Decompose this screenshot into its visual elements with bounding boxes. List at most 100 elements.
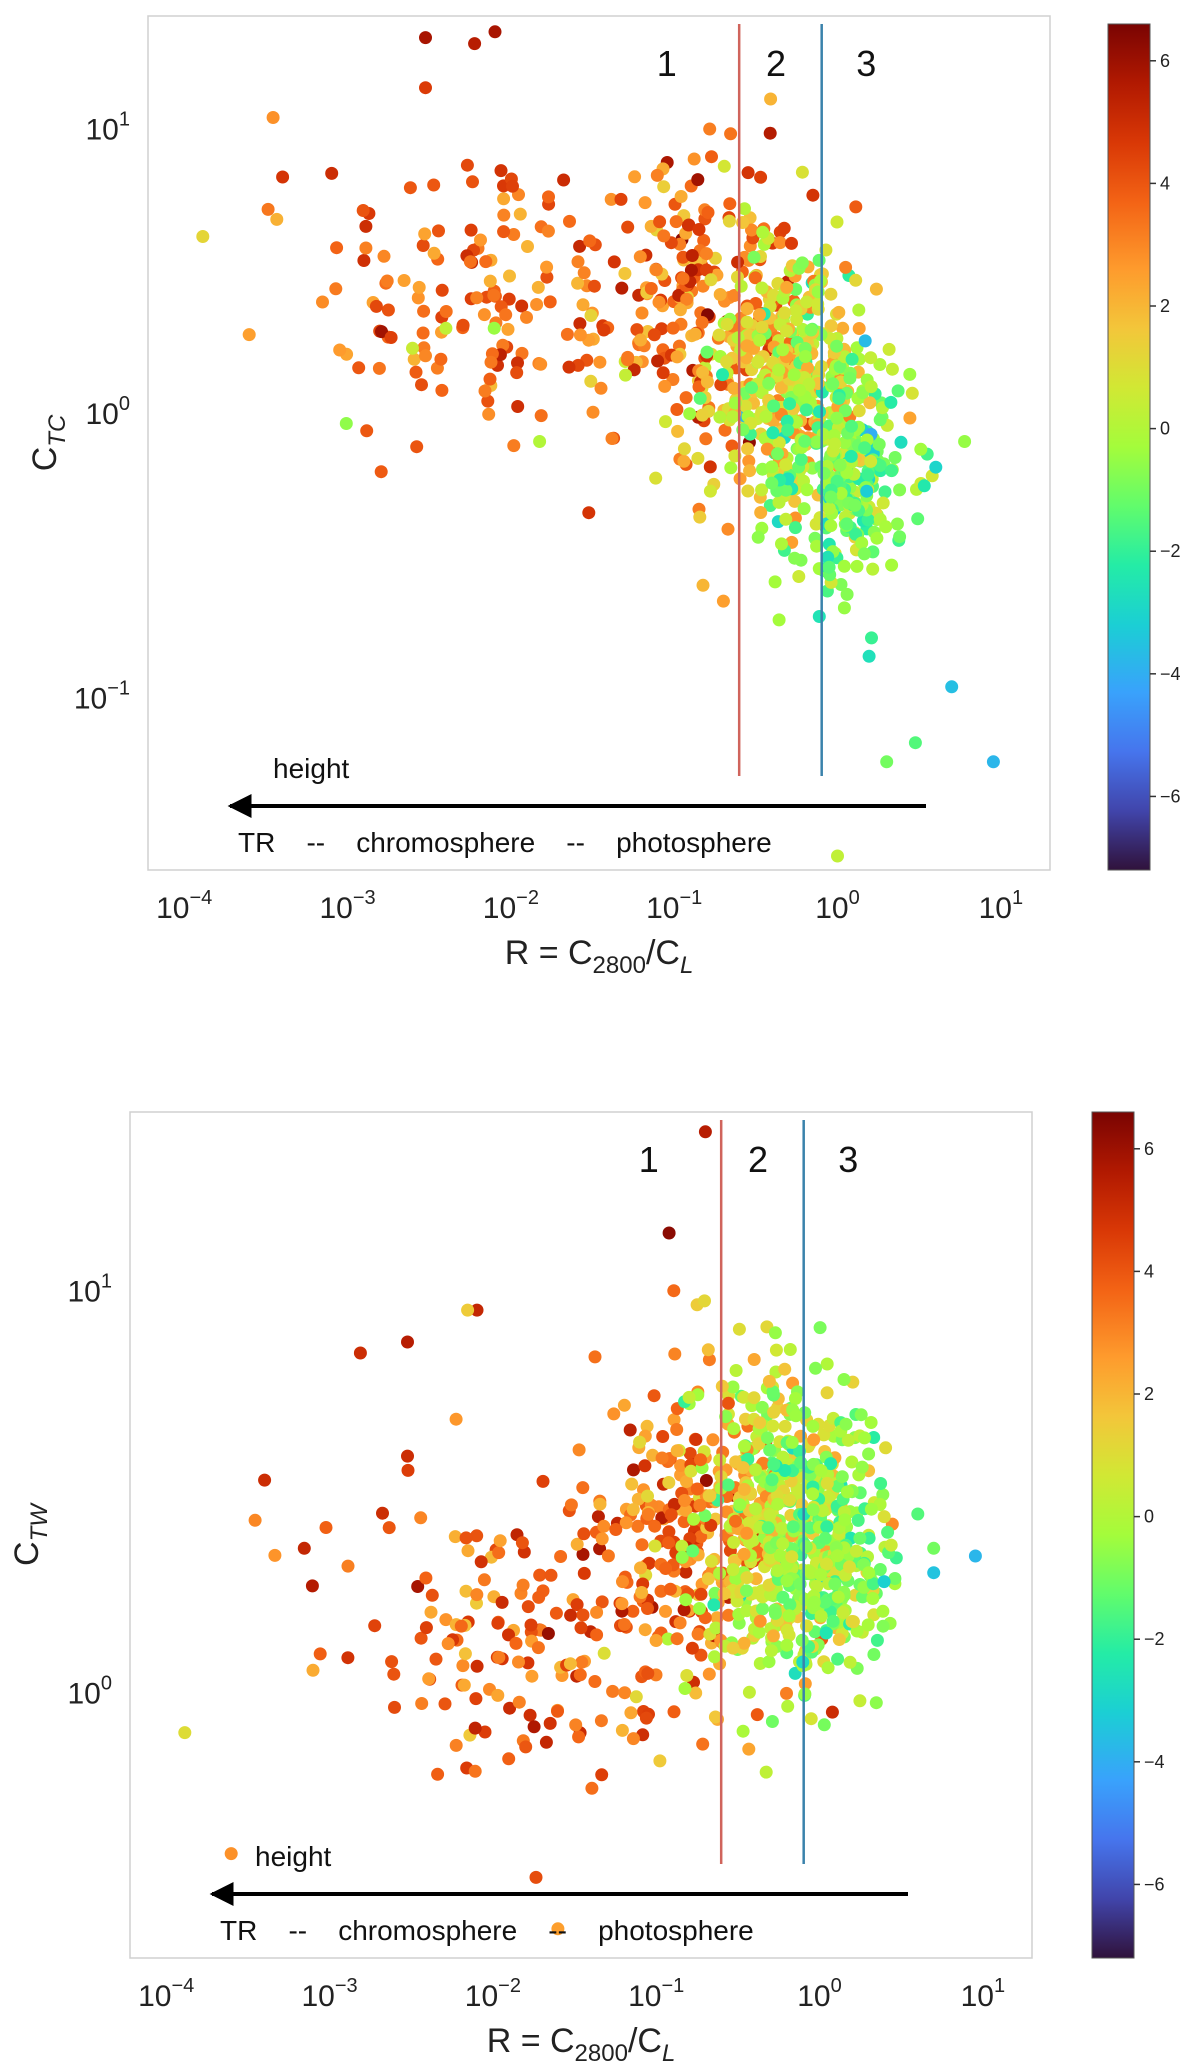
scatter-point (695, 316, 709, 329)
scatter-point (653, 1754, 667, 1768)
scatter-point (541, 224, 555, 238)
scatter-point (679, 1565, 693, 1579)
scatter-point (813, 1321, 827, 1335)
scatter-point (634, 333, 647, 347)
y-tick-label: 101 (68, 1271, 113, 1309)
scatter-point (563, 1657, 577, 1671)
scatter-point (888, 1572, 902, 1585)
scatter-point (492, 1650, 506, 1664)
scatter-point (840, 587, 854, 601)
scatter-point (178, 1726, 192, 1740)
scatter-point (597, 323, 611, 337)
scatter-point (648, 1519, 662, 1533)
scatter-point (840, 1485, 854, 1499)
scatter-point (494, 164, 508, 178)
scatter-point (693, 1498, 707, 1512)
scatter-point (804, 1712, 818, 1726)
scatter-point (771, 447, 784, 461)
scatter-point (762, 1578, 776, 1592)
scatter-point (468, 37, 482, 51)
scatter-point (617, 1398, 631, 1412)
scatter-point (491, 1688, 505, 1702)
scatter-point (594, 1714, 608, 1728)
scatter-point (360, 424, 374, 438)
scatter-point (415, 378, 428, 392)
scatter-point (839, 1417, 853, 1431)
scatter-point (894, 435, 908, 449)
scatter-point (691, 451, 705, 465)
scatter-point (958, 435, 972, 448)
scatter-point (638, 1459, 652, 1473)
scatter-point (341, 1559, 355, 1573)
scatter-point (771, 1497, 785, 1511)
scatter-point (882, 342, 896, 356)
scatter-point (533, 435, 547, 448)
scatter-point (456, 318, 470, 332)
scatter-point (459, 1584, 473, 1598)
scatter-point (832, 305, 846, 319)
scatter-point (670, 403, 684, 416)
scatter-point (908, 736, 922, 750)
scatter-point (927, 1541, 941, 1555)
scatter-point (717, 1587, 731, 1601)
colorbar-tick-label: 4 (1144, 1261, 1154, 1281)
colorbar-tick-label: −2 (1160, 541, 1181, 561)
scatter-point (483, 274, 497, 288)
scatter-point (870, 531, 884, 545)
scatter-point (747, 1391, 761, 1405)
scatter-point (742, 454, 756, 468)
scatter-point (749, 1502, 762, 1516)
scatter-point (879, 1441, 893, 1455)
scatter-point (911, 512, 925, 526)
scatter-point (853, 1531, 867, 1545)
scatter-point (826, 377, 840, 391)
scatter-point (804, 1566, 818, 1580)
scatter-point (329, 282, 343, 296)
scatter-point (707, 1598, 721, 1612)
scatter-point (676, 272, 690, 285)
scatter-point (671, 424, 685, 438)
scatter-point (511, 400, 525, 413)
scatter-point (704, 1518, 718, 1532)
scatter-point (435, 383, 449, 397)
scatter-point (880, 755, 894, 769)
scatter-point (814, 1464, 828, 1477)
scatter-point (425, 1588, 439, 1602)
scatter-point (679, 1593, 693, 1607)
scatter-point (588, 1675, 602, 1688)
scatter-point (766, 1629, 780, 1643)
scatter-point (741, 166, 755, 180)
scatter-point (772, 613, 786, 627)
colorbar-tick-label: 6 (1160, 51, 1170, 71)
scatter-point (789, 1409, 803, 1423)
scatter-point (703, 484, 717, 498)
scatter-point (468, 1721, 482, 1735)
scatter-point (664, 1508, 678, 1522)
scatter-point (625, 1477, 639, 1491)
scatter-point (306, 1663, 320, 1677)
scatter-point (695, 408, 709, 422)
scatter-point (464, 223, 478, 237)
scatter-point (416, 239, 430, 252)
colorbar: 6 4 2 0 −2 −4 −6 (1107, 23, 1181, 871)
scatter-point (573, 328, 587, 342)
scatter-point (733, 1498, 747, 1512)
scatter-point (478, 384, 492, 398)
scatter-point (794, 1456, 808, 1469)
scatter-point (412, 280, 426, 294)
scatter-point (753, 333, 767, 347)
scatter-point (626, 1503, 640, 1517)
scatter-point (852, 322, 866, 335)
scatter-point (876, 1619, 890, 1633)
y-tick-label: 10−1 (74, 678, 130, 716)
scatter-point (849, 200, 863, 214)
scatter-point (682, 218, 696, 232)
scatter-point (864, 1502, 878, 1516)
layer-scale-text: TR -- chromosphere -- photosphere (220, 1915, 754, 1946)
scatter-point (903, 411, 917, 425)
scatter-point (724, 127, 738, 141)
scatter-point (789, 304, 803, 318)
scatter-point (418, 227, 432, 241)
scatter-point (419, 349, 432, 363)
scatter-point (353, 1346, 367, 1360)
